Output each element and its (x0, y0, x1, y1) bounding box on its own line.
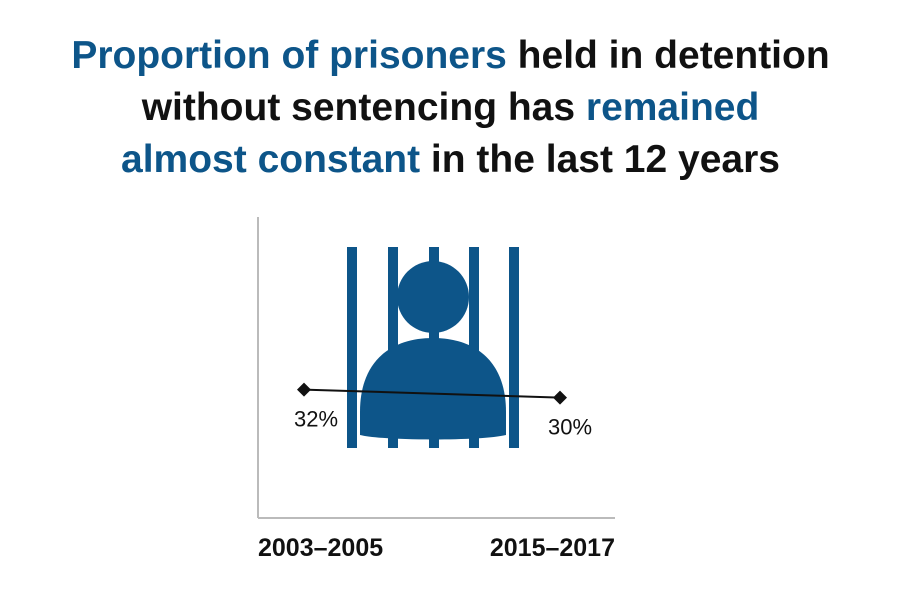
data-label: 32% (294, 407, 338, 432)
title-part: held in detention (506, 34, 830, 77)
prison-bar-icon (509, 247, 519, 448)
data-label: 30% (548, 415, 592, 440)
data-point-marker (553, 390, 567, 405)
x-tick-label: 2015–2017 (490, 534, 615, 562)
title-part: remained (585, 86, 760, 129)
series-line (303, 388, 561, 399)
prisoner-behind-bars-icon (347, 247, 519, 448)
title-part: without sentencing has (141, 86, 586, 129)
prison-bar-icon (429, 247, 439, 448)
title-part: Proportion of prisoners (71, 34, 507, 77)
data-point-marker (297, 382, 311, 397)
title-part: almost constant (121, 138, 421, 181)
prison-bar-icon (347, 247, 357, 448)
title-part: in the last 12 years (420, 138, 780, 181)
x-tick-label: 2003–2005 (258, 534, 383, 562)
series-layer: 32% 30% (294, 382, 592, 440)
prison-bar-icon (469, 247, 479, 448)
chart-title: Proportion of prisoners held in detentio… (0, 30, 901, 186)
prison-bar-icon (388, 247, 398, 448)
